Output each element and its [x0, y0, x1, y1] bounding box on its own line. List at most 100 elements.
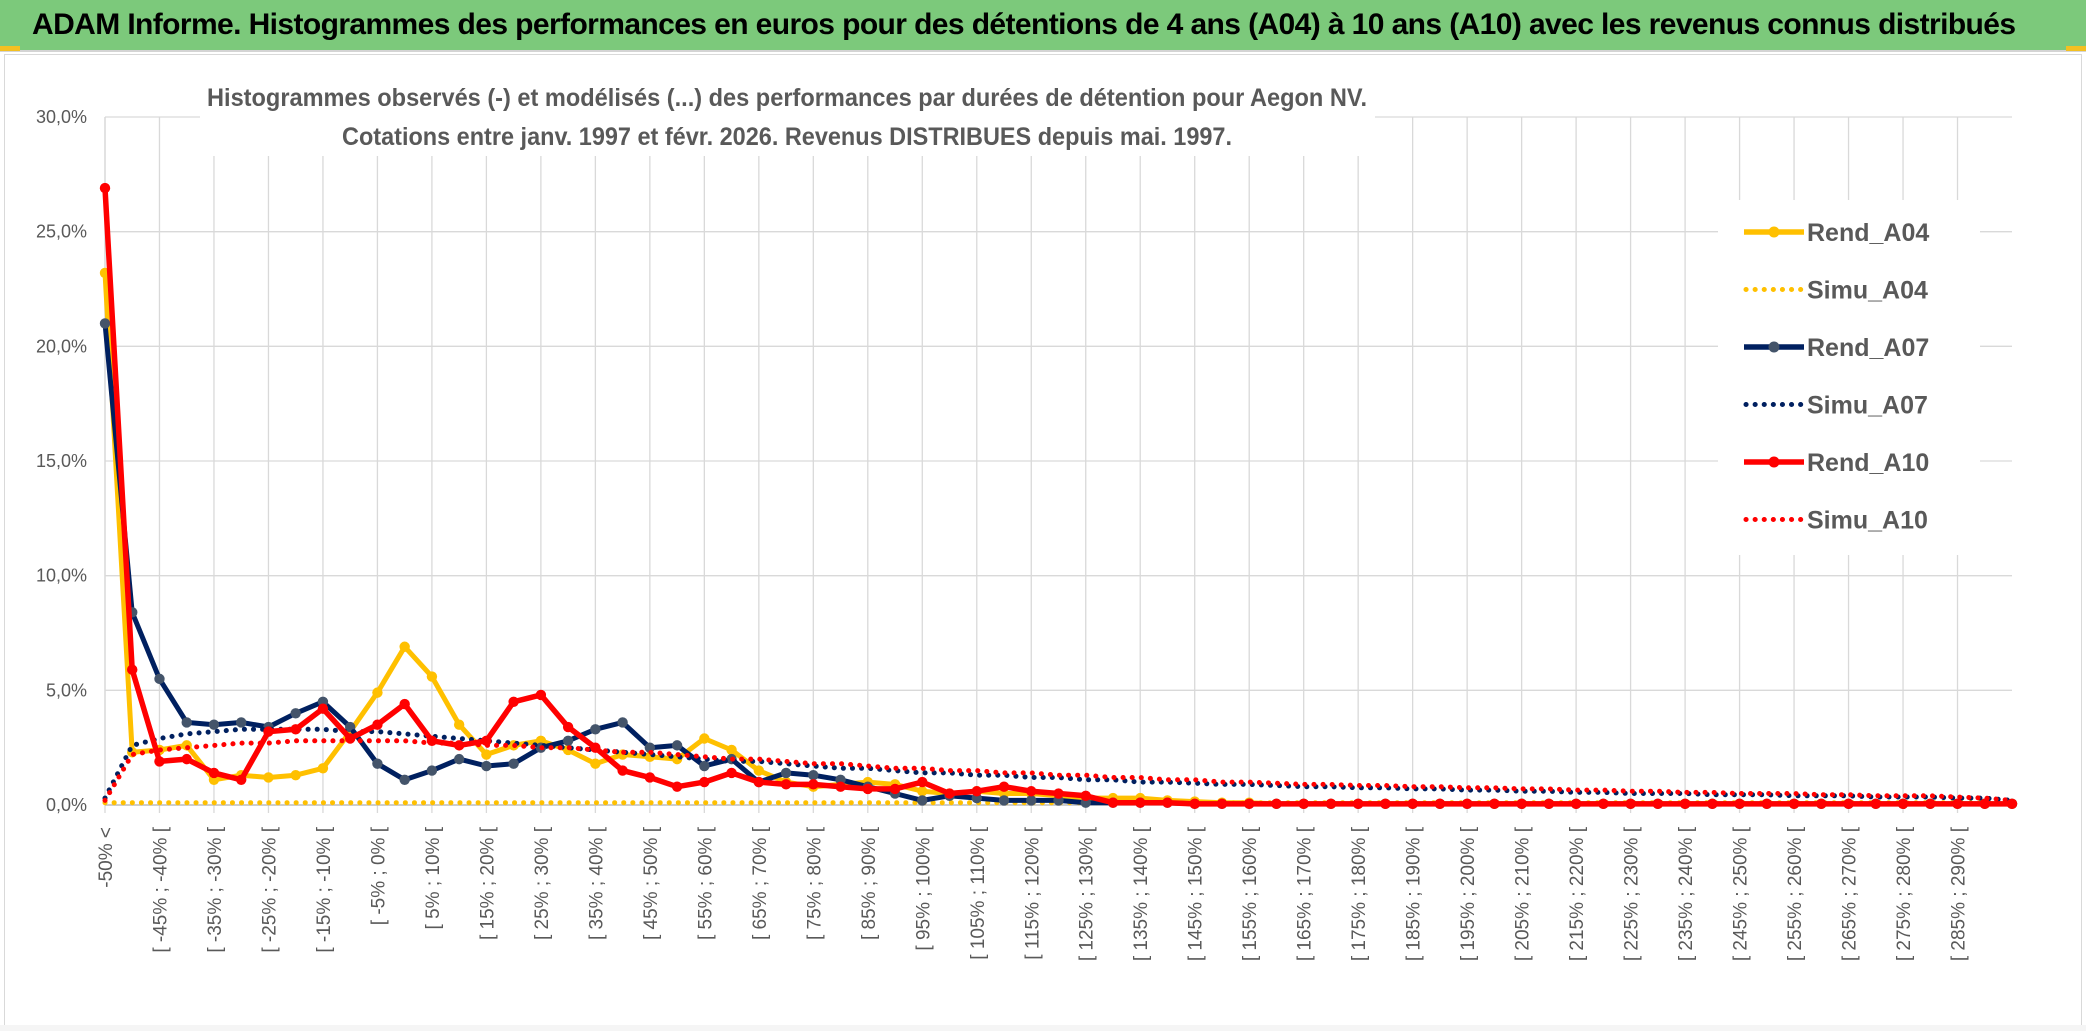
- title-background: [200, 76, 1375, 156]
- series-point-rend-a10: [1734, 798, 1745, 810]
- series-point-rend-a10: [372, 719, 383, 730]
- series-point-rend-a07: [998, 795, 1010, 806]
- series-point-rend-a10: [263, 726, 274, 737]
- series-point-rend-a10: [1325, 798, 1337, 810]
- x-tick-label: [ 265% ; 270% [: [1840, 826, 1861, 961]
- series-point-rend-a07: [181, 717, 192, 728]
- series-point-rend-a10: [971, 786, 982, 797]
- y-tick-label: 10,0%: [36, 566, 87, 586]
- x-tick-label: [ 165% ; 170% [: [1295, 826, 1316, 961]
- x-tick-label: [ 75% ; 80% [: [804, 826, 825, 940]
- x-tick-label: [ 105% ; 110% [: [968, 826, 989, 959]
- series-point-rend-a10: [1135, 797, 1146, 808]
- chart-subtitle: Cotations entre janv. 1997 et févr. 2026…: [342, 123, 1232, 151]
- series-point-rend-a07: [372, 758, 383, 769]
- series-point-rend-a10: [1625, 798, 1636, 810]
- report-banner: ADAM Informe. Histogrammes des performan…: [0, 0, 2086, 52]
- series-point-rend-a07: [617, 717, 628, 728]
- bottom-strip: [0, 1025, 2086, 1031]
- series-point-rend-a10: [1761, 798, 1773, 810]
- x-tick-label: [ 245% ; 250% [: [1731, 826, 1752, 961]
- series-point-rend-a07: [154, 673, 165, 685]
- x-tick-label: [ 125% ; 130% [: [1077, 826, 1098, 961]
- series-point-rend-a10: [644, 772, 656, 783]
- x-tick-label: [ 225% ; 230% [: [1622, 826, 1643, 961]
- x-tick-label: [ 115% ; 120% [: [1022, 826, 1043, 959]
- legend-label-simu-a04: Simu_A04: [1807, 277, 1928, 305]
- series-point-rend-a10: [753, 776, 765, 788]
- series-point-rend-a10: [1271, 798, 1282, 810]
- x-tick-label: [ 65% ; 70% [: [750, 826, 771, 940]
- series-point-rend-a10: [399, 698, 410, 710]
- series-point-rend-a10: [1816, 798, 1827, 810]
- series-point-rend-a07: [290, 708, 301, 719]
- x-tick-label: [ -45% ; -40% [: [150, 826, 171, 952]
- y-tick-label: 25,0%: [36, 222, 87, 242]
- series-point-rend-a04: [453, 719, 465, 730]
- legend-marker-rend-a07: [1768, 341, 1780, 353]
- series-point-rend-a07: [508, 758, 519, 769]
- x-tick-label: [ 255% ; 260% [: [1785, 826, 1806, 961]
- x-tick-label: [ 175% ; 180% [: [1349, 826, 1370, 961]
- series-point-rend-a10: [835, 781, 846, 792]
- x-tick-label: [ -25% ; -20% [: [259, 826, 280, 952]
- series-point-rend-a10: [236, 774, 247, 785]
- legend-label-rend-a04: Rend_A04: [1807, 219, 1929, 247]
- x-tick-label: [ -15% ; -10% [: [314, 826, 335, 952]
- series-point-rend-a04: [726, 744, 737, 756]
- legend-background: [1718, 200, 1980, 555]
- series-point-rend-a07: [780, 767, 792, 779]
- series-point-rend-a10: [1434, 798, 1446, 810]
- series-point-rend-a07: [1026, 795, 1037, 806]
- series-point-rend-a10: [699, 776, 710, 788]
- y-tick-label: 5,0%: [46, 680, 87, 700]
- y-tick-label: 15,0%: [36, 451, 87, 471]
- series-point-rend-a04: [317, 763, 329, 774]
- legend-marker-rend-a10: [1768, 456, 1780, 468]
- series-point-rend-a10: [808, 779, 819, 790]
- series-point-rend-a10: [726, 767, 737, 779]
- series-point-rend-a07: [453, 753, 465, 765]
- series-point-rend-a10: [1925, 798, 1936, 810]
- series-point-rend-a10: [617, 765, 628, 776]
- x-tick-label: [ 235% ; 240% [: [1676, 826, 1697, 961]
- series-point-rend-a04: [590, 758, 601, 769]
- series-point-rend-a07: [208, 719, 220, 730]
- series-point-rend-a04: [753, 765, 765, 776]
- x-tick-label: [ 55% ; 60% [: [695, 826, 716, 940]
- series-point-rend-a10: [1107, 797, 1119, 808]
- series-point-rend-a10: [127, 664, 138, 675]
- series-point-rend-a10: [1516, 798, 1527, 810]
- series-line-simu-a10: [102, 738, 2015, 803]
- series-point-rend-a04: [263, 772, 274, 783]
- series-point-rend-a10: [1352, 798, 1364, 810]
- legend-label-rend-a07: Rend_A07: [1807, 334, 1929, 362]
- series-point-rend-a07: [236, 717, 247, 728]
- series-point-rend-a10: [1679, 798, 1691, 810]
- y-tick-label: 30,0%: [36, 107, 87, 127]
- series-point-rend-a10: [889, 783, 901, 795]
- legend-marker-rend-a04: [1768, 226, 1780, 238]
- series-point-rend-a10: [99, 182, 111, 194]
- x-tick-label: [ 25% ; 30% [: [532, 826, 553, 940]
- y-tick-label: 20,0%: [36, 336, 87, 356]
- x-tick-label: [ 85% ; 90% [: [859, 826, 880, 940]
- series-point-rend-a10: [562, 721, 574, 733]
- series-point-rend-a10: [1979, 798, 1990, 810]
- x-tick-label: [ 15% ; 20% [: [477, 826, 498, 940]
- series-point-rend-a07: [590, 724, 601, 735]
- series-point-rend-a04: [372, 687, 383, 698]
- series-point-rend-a07: [699, 760, 710, 772]
- series-point-rend-a10: [1843, 798, 1854, 810]
- series-point-rend-a10: [1707, 798, 1718, 810]
- series-point-rend-a10: [998, 781, 1010, 792]
- series-point-rend-a10: [917, 776, 928, 788]
- series-point-rend-a10: [1298, 798, 1309, 810]
- series-point-rend-a10: [1189, 798, 1200, 810]
- series-point-rend-a10: [508, 696, 519, 707]
- series-point-rend-a10: [1216, 798, 1228, 810]
- series-point-rend-a07: [562, 735, 574, 746]
- x-tick-label: [ 195% ; 200% [: [1458, 826, 1479, 961]
- series-point-rend-a04: [399, 641, 410, 652]
- series-point-rend-a10: [1652, 798, 1664, 810]
